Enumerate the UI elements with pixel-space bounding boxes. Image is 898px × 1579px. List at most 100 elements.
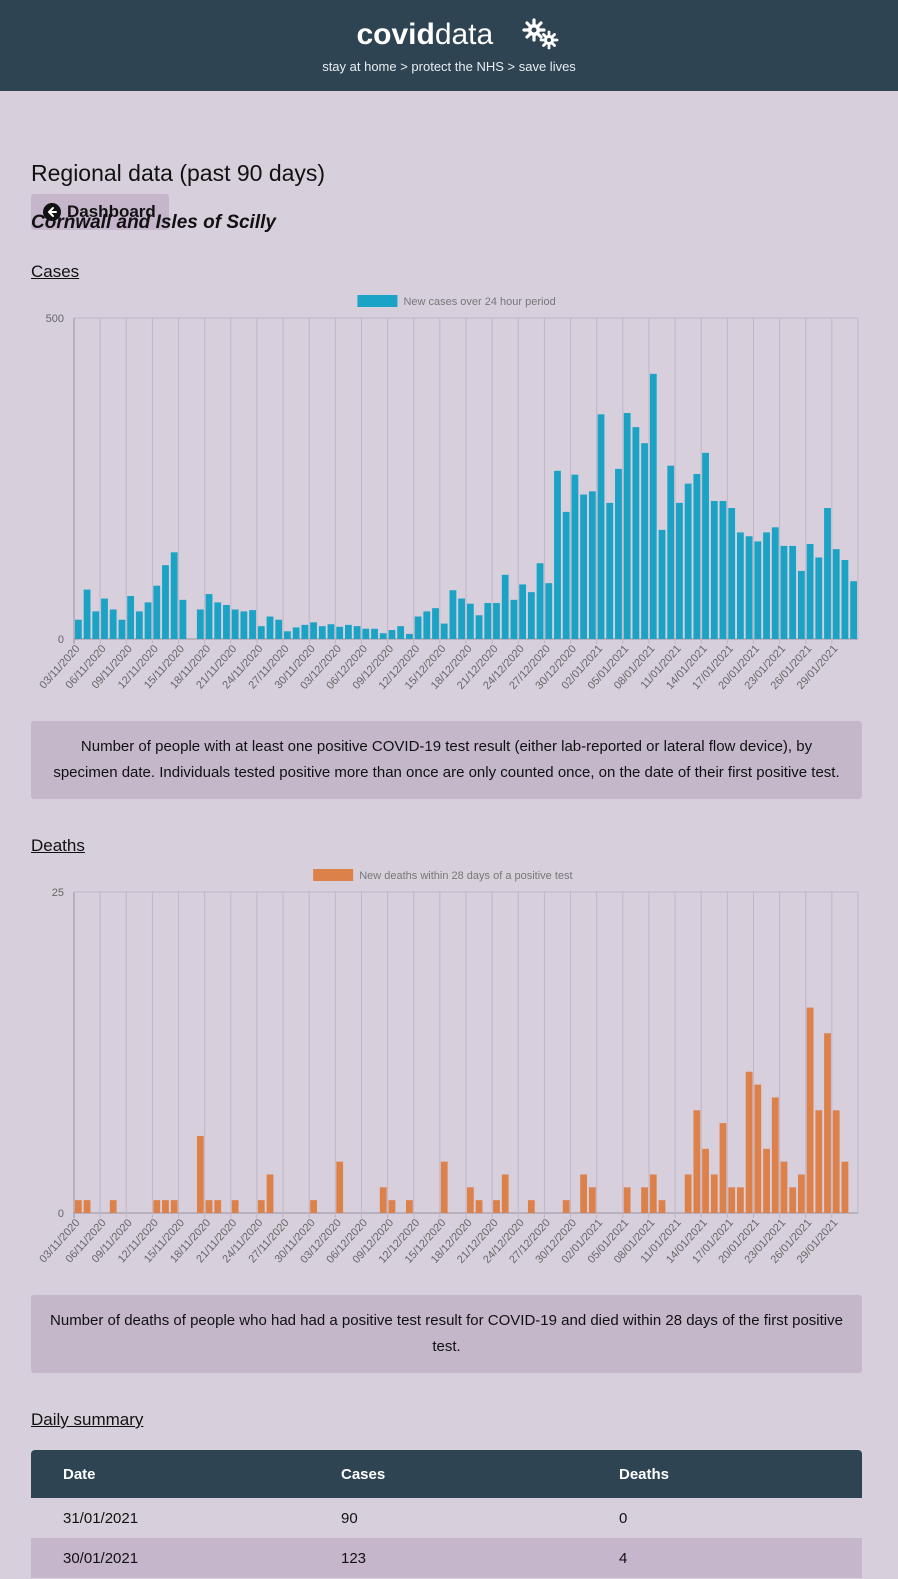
chart-bar	[118, 619, 126, 639]
chart-bar	[379, 1187, 387, 1213]
chart-bar	[101, 598, 108, 639]
chart-bar	[153, 1200, 161, 1213]
chart-bar	[249, 610, 256, 639]
chart-bar	[318, 626, 326, 639]
dashboard-label: Dashboard	[67, 202, 156, 221]
chart-bar	[501, 1174, 509, 1213]
site-logo[interactable]: coviddata	[0, 18, 898, 52]
chart-bar	[702, 452, 709, 639]
chart-bar	[649, 1174, 657, 1213]
chart-bar	[170, 1200, 178, 1213]
page-title: Regional data (past 90 days)	[31, 160, 326, 186]
chart-bar	[92, 611, 100, 639]
cases-note: Number of people with at least one posit…	[31, 721, 862, 799]
chart-bar	[135, 611, 143, 639]
chart-bar	[710, 1174, 718, 1213]
daily-summary-table: Date Cases Deaths 31/01/2021 90 0 30/01/…	[31, 1450, 862, 1578]
chart-bar	[432, 608, 439, 639]
chart-bar	[771, 527, 779, 639]
y-tick-label: 500	[46, 313, 64, 325]
chart-bar	[414, 616, 422, 639]
chart-bar	[284, 631, 291, 639]
chart-bar	[371, 628, 378, 639]
chart-bar	[623, 1187, 631, 1213]
y-tick-label: 0	[58, 1208, 64, 1220]
chart-bar	[527, 1200, 535, 1213]
chart-bar	[388, 630, 396, 639]
chart-bar	[676, 502, 683, 639]
chart-bar	[693, 1110, 701, 1213]
chart-bar	[588, 491, 596, 639]
chart-bar	[501, 574, 509, 639]
chart-bar	[632, 427, 640, 639]
table-row: 31/01/2021 90 0	[31, 1498, 862, 1538]
chart-bar	[832, 1110, 840, 1213]
brand-light: data	[434, 18, 494, 51]
chart-bar	[797, 570, 805, 639]
chart-bar	[109, 1200, 117, 1213]
chart-bar	[388, 1200, 396, 1213]
chart-bar	[824, 508, 831, 639]
legend-label: New deaths within 28 days of a positive …	[359, 870, 572, 882]
chart-bar	[789, 1187, 797, 1213]
cell-deaths: 4	[619, 1549, 628, 1567]
chart-bar	[623, 413, 631, 639]
cell-date: 31/01/2021	[63, 1509, 139, 1527]
deaths-note: Number of deaths of people who had had a…	[31, 1295, 862, 1373]
chart-bar	[536, 563, 544, 639]
chart-bar	[493, 603, 500, 639]
chart-bar	[841, 1161, 849, 1213]
table-row: 30/01/2021 123 4	[31, 1538, 862, 1578]
y-tick-label: 0	[58, 634, 64, 646]
cell-cases: 90	[341, 1509, 358, 1527]
chart-bar	[737, 1187, 744, 1213]
chart-bar	[162, 1200, 169, 1213]
dashboard-button[interactable]: Dashboard	[31, 194, 169, 230]
region-name: Cornwall and Isles of Scilly	[31, 212, 276, 233]
chart-bar	[353, 626, 361, 639]
tagline: stay at home > protect the NHS > save li…	[322, 59, 576, 74]
chart-bar	[240, 611, 248, 639]
chart-bar	[763, 1148, 770, 1213]
chart-bar	[684, 483, 692, 639]
chart-bar	[458, 598, 466, 639]
chart-bar	[179, 599, 187, 639]
chart-bar	[449, 590, 457, 639]
chart-bar	[144, 602, 152, 639]
chart-bar	[806, 543, 814, 639]
chart-bar	[493, 1200, 500, 1213]
legend-swatch	[357, 295, 398, 307]
gears-icon	[502, 18, 558, 50]
chart-bar	[658, 1200, 666, 1213]
chart-bar	[109, 609, 117, 639]
chart-bar	[275, 619, 283, 639]
chart-bar	[153, 585, 161, 639]
chart-bar	[466, 603, 474, 639]
chart-bar	[597, 414, 605, 639]
chart-bar	[440, 1161, 448, 1213]
chart-bar	[74, 619, 82, 639]
chart-bar	[266, 1174, 274, 1213]
chart-bar	[754, 1084, 762, 1213]
cell-cases: 123	[341, 1549, 367, 1567]
deaths-heading: Deaths	[31, 836, 85, 855]
chart-bar	[571, 474, 579, 639]
chart-bar	[196, 1135, 204, 1213]
chart-bar	[405, 633, 413, 639]
chart-bar	[440, 623, 448, 639]
chart-bar	[205, 594, 213, 639]
chart-bar	[710, 500, 718, 639]
chart-bar	[484, 603, 492, 639]
chart-bar	[257, 626, 265, 639]
chart-bar	[336, 626, 344, 639]
col-date-header: Date	[63, 1465, 96, 1483]
chart-bar	[745, 536, 753, 639]
chart-bar	[545, 583, 553, 639]
chart-bar	[527, 592, 535, 639]
site-header: coviddata sta	[0, 0, 898, 91]
chart-bar	[824, 1033, 831, 1213]
chart-bar	[754, 541, 762, 639]
chart-bar	[815, 1110, 823, 1213]
table-header-row: Date Cases Deaths	[31, 1450, 862, 1498]
chart-bar	[405, 1200, 413, 1213]
